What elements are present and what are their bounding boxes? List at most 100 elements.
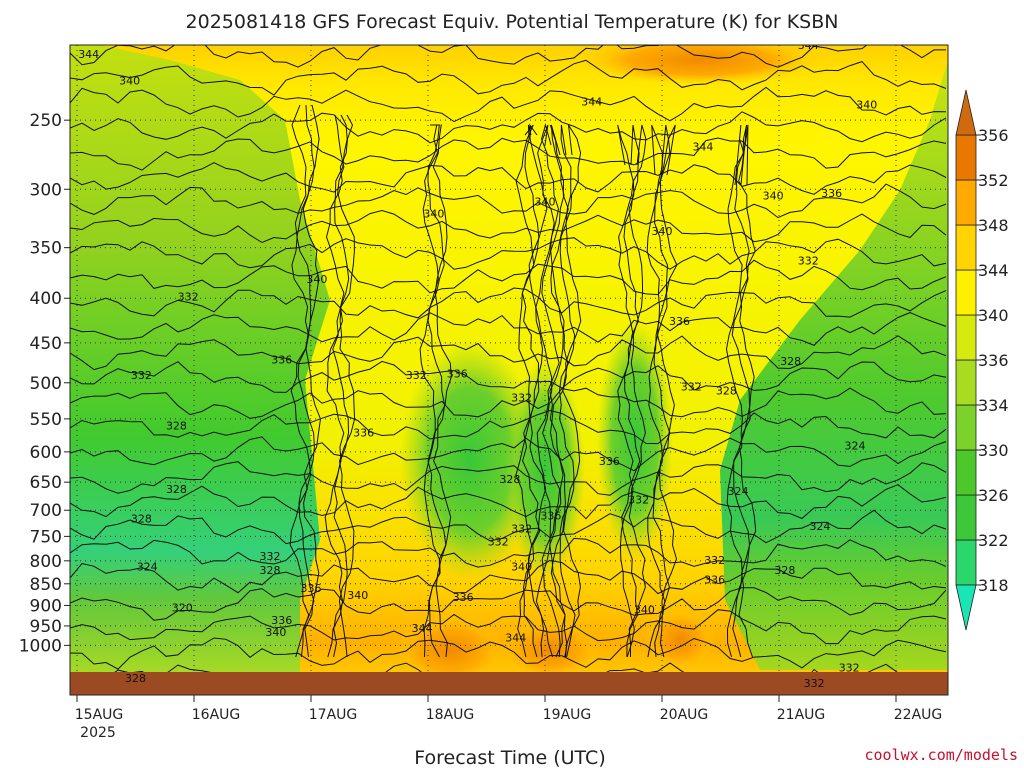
contour-label: 340 [347,589,368,602]
colorbar-segment [955,359,977,406]
y-tick-label: 550 [30,410,62,430]
colorbar-tick-label: 352 [978,171,1009,190]
contour-line [70,360,947,393]
colorbar-tick-label: 336 [978,351,1009,370]
contour-label: 332 [131,369,152,382]
contour-label: 332 [178,290,199,303]
contour-labels: 344 340 344 344 344 340 340 340 340 336 340 332 340 3… [78,39,877,690]
y-tick-label: 700 [30,501,62,521]
contour-line [656,124,678,658]
contour-label: 340 [652,225,673,238]
contour-label: 340 [511,560,532,573]
x-tick-label: 22AUG [894,707,943,723]
contour-label: 340 [423,208,444,221]
contour-line [731,124,751,658]
colorbar-tick-label: 344 [978,261,1009,280]
y-tick-label: 750 [30,527,62,547]
contour-label: 328 [166,483,187,496]
colorbar-tick-label: 356 [978,126,1009,145]
contour-label: 320 [172,602,193,615]
y-tick-label: 450 [30,334,62,354]
colorbar-segment [955,134,977,181]
y-tick-label: 900 [30,596,62,616]
y-tick-label: 1000 [19,636,62,656]
contour-line [70,312,947,346]
y-tick-label: 250 [30,111,62,131]
contour-label: 328 [166,420,187,433]
contour-label: 332 [704,554,725,567]
y-tick-label: 500 [30,374,62,394]
contour-line [332,114,350,658]
contour-label: 344 [798,39,819,52]
contour-label: 336 [301,582,322,595]
contour-label: 336 [540,510,561,523]
contour-label: 340 [763,190,784,203]
chart-title: 2025081418 GFS Forecast Equiv. Potential… [186,11,839,33]
field-left-region [70,45,330,695]
contour-line [70,209,947,244]
contour-label: 336 [453,591,474,604]
contour-label: 328 [131,512,152,525]
contour-line [70,111,947,144]
contour-label: 340 [119,74,140,87]
colorbar-segment [955,224,977,271]
contour-line [617,124,635,658]
contour-line [70,461,947,496]
field-right-region [720,60,948,670]
colorbar-segment [955,314,977,361]
contour-label: 336 [353,426,374,439]
contour-label: 336 [447,368,468,381]
contour-line [558,124,576,658]
contour-label: 328 [780,355,801,368]
x-tick-label: 21AUG [777,707,826,723]
contour-label: 332 [511,523,532,536]
contour-label: 328 [716,384,737,397]
contour-label: 344 [581,96,602,109]
contour-label: 340 [856,99,877,112]
contour-line [70,45,946,68]
contour-label: 344 [505,632,526,645]
credit-link[interactable]: coolwx.com/models [864,746,1018,764]
x-axis: 15AUG 16AUG 17AUG 18AUG 19AUG 20AUG 21AUG 22AUG [75,695,943,723]
contour-line [527,123,548,658]
contour-label: 332 [260,550,281,563]
contour-line [302,104,322,658]
contour-label: 328 [260,564,281,577]
colorbar-segment [955,404,977,451]
contour-line [289,104,310,658]
contour-line [296,104,315,658]
colorbar-arrow-low [955,584,977,631]
contour-label: 324 [728,485,749,498]
x-year-label: 2025 [80,725,116,741]
contour-line [628,124,647,657]
contour-label: 332 [798,254,819,267]
contour-line [70,259,947,296]
contour-line [70,509,947,545]
contour-line [70,59,947,96]
y-tick-label: 350 [30,239,62,259]
contour-label: 340 [306,273,327,286]
contour-line [738,124,757,658]
colorbar-segment [955,179,977,226]
contour-label: 332 [681,381,702,394]
contour-label: 336 [271,353,292,366]
y-tick-label: 300 [30,180,62,200]
contour-label: 324 [137,560,158,573]
contour-label: 328 [774,564,795,577]
contour-line [70,86,947,123]
contour-label: 344 [78,48,99,61]
contour-label: 332 [511,392,532,405]
contour-label: 332 [839,661,860,674]
x-tick-label: 15AUG [75,707,124,723]
contour-label: 340 [265,626,286,639]
field-green-core [400,340,540,580]
contour-label: 332 [406,369,427,382]
contour-line [70,387,947,419]
colorbar-tick-label: 326 [978,486,1009,505]
contour-label: 336 [669,315,690,328]
colorbar-tick-label: 348 [978,216,1009,235]
x-tick-label: 17AUG [309,707,358,723]
contour-line [70,484,947,520]
colorbar-tick-label: 318 [978,576,1009,595]
x-axis-label: Forecast Time (UTC) [414,747,605,768]
